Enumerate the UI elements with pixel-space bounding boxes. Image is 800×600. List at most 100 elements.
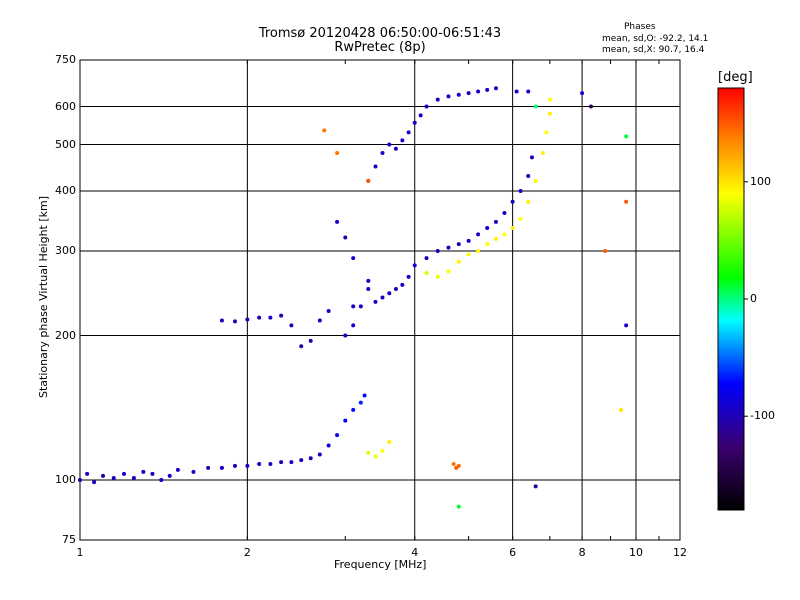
data-point: [380, 295, 385, 300]
data-point: [424, 270, 429, 275]
data-point: [476, 232, 481, 237]
data-point: [343, 333, 348, 338]
data-point: [279, 460, 284, 465]
data-point: [122, 471, 127, 476]
data-point: [456, 259, 461, 264]
data-point: [526, 89, 531, 94]
data-point: [412, 120, 417, 125]
data-point: [493, 86, 498, 91]
data-point: [279, 313, 284, 318]
y-tick-label: 300: [55, 244, 76, 257]
data-point: [167, 473, 172, 478]
data-point: [358, 400, 363, 405]
data-point: [335, 433, 340, 438]
data-point: [268, 315, 273, 320]
data-point: [435, 274, 440, 279]
x-tick-label: 10: [628, 546, 643, 559]
data-point: [101, 473, 106, 478]
data-point: [526, 173, 531, 178]
data-point: [485, 87, 490, 92]
data-point: [175, 467, 180, 472]
data-point: [299, 458, 304, 463]
x-axis-label: Frequency [MHz]: [334, 558, 427, 571]
data-point: [393, 146, 398, 151]
data-point: [351, 256, 356, 261]
colorbar-tick-label: 0: [750, 292, 757, 305]
data-point: [456, 92, 461, 97]
data-point: [580, 91, 585, 96]
data-point: [387, 440, 392, 445]
data-point: [362, 393, 367, 398]
y-tick-label: 600: [55, 99, 76, 113]
data-point: [510, 199, 515, 204]
data-point: [466, 238, 471, 243]
data-point: [380, 448, 385, 453]
data-point: [424, 104, 429, 109]
data-point: [366, 278, 371, 283]
data-point: [317, 452, 322, 457]
data-point: [526, 199, 531, 204]
data-point: [619, 407, 624, 412]
data-point: [191, 469, 196, 474]
data-point: [245, 463, 250, 468]
data-point: [366, 450, 371, 455]
data-point: [544, 130, 549, 135]
x-tick-label: 2: [243, 546, 251, 559]
data-point: [412, 263, 417, 268]
data-point: [131, 475, 136, 480]
colorbar-tick-label: -100: [750, 409, 775, 423]
data-point: [366, 178, 371, 183]
data-point: [446, 245, 451, 250]
data-point: [308, 338, 313, 343]
plot-frame: [79, 59, 681, 541]
data-point: [257, 461, 262, 466]
y-axis-label: Stationary phase Virtual Height [km]: [37, 195, 50, 398]
data-point: [380, 151, 385, 156]
data-point: [485, 242, 490, 247]
data-point: [624, 199, 629, 204]
data-point: [358, 304, 363, 309]
data-point: [502, 232, 507, 237]
data-point: [456, 463, 461, 468]
data-point: [493, 236, 498, 241]
colorbar-label: [deg]: [718, 70, 753, 85]
y-tick-label: 100: [55, 473, 76, 487]
data-point: [159, 478, 164, 483]
data-point: [529, 155, 534, 160]
data-point: [387, 291, 392, 296]
data-point: [268, 461, 273, 466]
data-point: [351, 304, 356, 309]
data-point: [257, 315, 262, 320]
data-point: [502, 211, 507, 216]
y-tick-label: 75: [62, 533, 76, 546]
data-point: [514, 89, 519, 94]
chart-title: Tromsø 20120428 06:50:00-06:51:43: [258, 26, 502, 41]
data-point: [446, 94, 451, 99]
data-point: [343, 418, 348, 423]
data-point: [326, 308, 331, 313]
data-point: [435, 249, 440, 254]
data-point: [366, 287, 371, 292]
data-point: [424, 256, 429, 261]
data-point: [232, 319, 237, 324]
data-point: [603, 249, 608, 254]
data-point: [351, 323, 356, 328]
data-point: [308, 456, 313, 461]
data-point: [533, 178, 538, 183]
data-point: [206, 465, 211, 470]
data-point: [299, 344, 304, 349]
data-point: [624, 134, 629, 139]
data-point: [533, 104, 538, 109]
y-tick-label: 400: [55, 184, 76, 198]
data-point: [335, 151, 340, 156]
y-tick-label: 500: [55, 137, 76, 151]
data-point: [406, 130, 411, 135]
data-point: [451, 461, 456, 466]
data-point: [111, 475, 116, 480]
colorbar: [717, 87, 745, 511]
x-tick-label: 1: [76, 546, 84, 559]
data-point: [322, 128, 327, 133]
data-point: [219, 465, 224, 470]
data-point: [373, 164, 378, 169]
data-point: [245, 317, 250, 322]
